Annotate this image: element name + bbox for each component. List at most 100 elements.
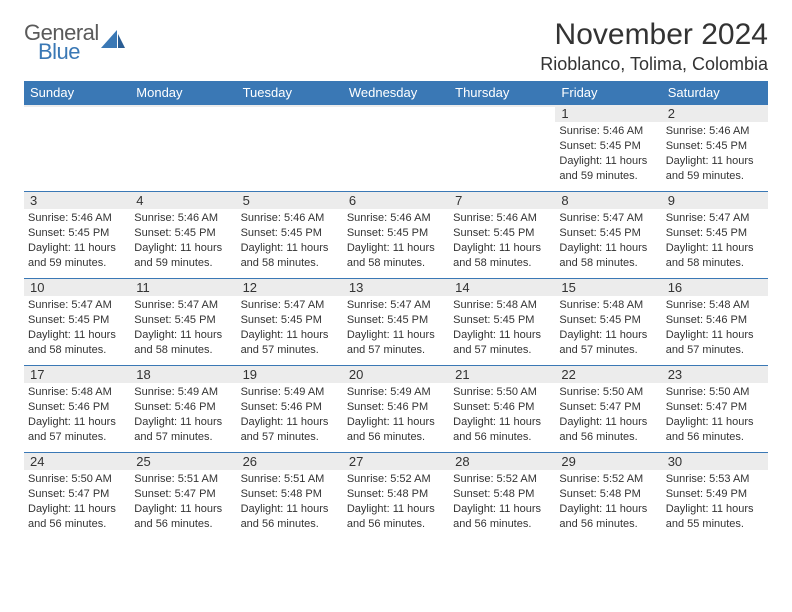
daylight-text: Daylight: 11 hours and 57 minutes.	[241, 328, 339, 358]
sunrise-text: Sunrise: 5:48 AM	[666, 298, 764, 313]
day-cell: 5Sunrise: 5:46 AMSunset: 5:45 PMDaylight…	[237, 192, 343, 278]
daylight-text: Daylight: 11 hours and 56 minutes.	[666, 415, 764, 445]
sunrise-text: Sunrise: 5:49 AM	[134, 385, 232, 400]
day-number	[343, 105, 449, 107]
day-info: Sunrise: 5:46 AMSunset: 5:45 PMDaylight:…	[666, 124, 764, 183]
calendar: Sunday Monday Tuesday Wednesday Thursday…	[24, 81, 768, 539]
sunset-text: Sunset: 5:45 PM	[666, 139, 764, 154]
day-info: Sunrise: 5:51 AMSunset: 5:48 PMDaylight:…	[241, 472, 339, 531]
day-cell	[343, 105, 449, 191]
day-info: Sunrise: 5:48 AMSunset: 5:46 PMDaylight:…	[28, 385, 126, 444]
sunset-text: Sunset: 5:45 PM	[347, 313, 445, 328]
day-cell: 6 Sunrise: 5:46 AMSunset: 5:45 PMDaylight…	[343, 192, 449, 278]
day-number: 6	[343, 192, 449, 209]
day-cell: 13Sunrise: 5:47 AMSunset: 5:45 PMDayligh…	[343, 279, 449, 365]
day-cell: 30Sunrise: 5:53 AMSunset: 5:49 PMDayligh…	[662, 453, 768, 539]
sunset-text: Sunset: 5:47 PM	[28, 487, 126, 502]
day-info: Sunrise: 5:53 AMSunset: 5:49 PMDaylight:…	[666, 472, 764, 531]
daylight-text: Daylight: 11 hours and 59 minutes.	[666, 154, 764, 184]
sunrise-text: Sunrise: 5:46 AM	[347, 211, 445, 226]
day-cell: 17Sunrise: 5:48 AMSunset: 5:46 PMDayligh…	[24, 366, 130, 452]
day-cell: 24Sunrise: 5:50 AMSunset: 5:47 PMDayligh…	[24, 453, 130, 539]
day-info: Sunrise: 5:46 AMSunset: 5:45 PMDaylight:…	[453, 211, 551, 270]
sunset-text: Sunset: 5:47 PM	[559, 400, 657, 415]
day-cell: 2Sunrise: 5:46 AMSunset: 5:45 PMDaylight…	[662, 105, 768, 191]
day-cell: 3Sunrise: 5:46 AMSunset: 5:45 PMDaylight…	[24, 192, 130, 278]
day-info: Sunrise: 5:47 AMSunset: 5:45 PMDaylight:…	[666, 211, 764, 270]
sunset-text: Sunset: 5:45 PM	[453, 313, 551, 328]
sunrise-text: Sunrise: 5:47 AM	[666, 211, 764, 226]
day-number: 26	[237, 453, 343, 470]
day-number: 25	[130, 453, 236, 470]
sunset-text: Sunset: 5:48 PM	[559, 487, 657, 502]
sunset-text: Sunset: 5:45 PM	[241, 313, 339, 328]
day-number: 9	[662, 192, 768, 209]
day-info: Sunrise: 5:47 AMSunset: 5:45 PMDaylight:…	[28, 298, 126, 357]
dow-saturday: Saturday	[662, 81, 768, 104]
sunrise-text: Sunrise: 5:52 AM	[559, 472, 657, 487]
day-cell	[24, 105, 130, 191]
day-info: Sunrise: 5:47 AMSunset: 5:45 PMDaylight:…	[347, 298, 445, 357]
day-info: Sunrise: 5:49 AMSunset: 5:46 PMDaylight:…	[134, 385, 232, 444]
sunrise-text: Sunrise: 5:46 AM	[666, 124, 764, 139]
daylight-text: Daylight: 11 hours and 57 minutes.	[28, 415, 126, 445]
header: General Blue November 2024 Rioblanco, To…	[24, 18, 768, 75]
day-number: 10	[24, 279, 130, 296]
day-cell: 12Sunrise: 5:47 AMSunset: 5:45 PMDayligh…	[237, 279, 343, 365]
dow-thursday: Thursday	[449, 81, 555, 104]
daylight-text: Daylight: 11 hours and 59 minutes.	[134, 241, 232, 271]
sunrise-text: Sunrise: 5:50 AM	[559, 385, 657, 400]
daylight-text: Daylight: 11 hours and 58 minutes.	[666, 241, 764, 271]
day-info: Sunrise: 5:47 AMSunset: 5:45 PMDaylight:…	[559, 211, 657, 270]
daylight-text: Daylight: 11 hours and 56 minutes.	[559, 502, 657, 532]
day-info: Sunrise: 5:52 AMSunset: 5:48 PMDaylight:…	[559, 472, 657, 531]
sunset-text: Sunset: 5:45 PM	[559, 313, 657, 328]
day-info: Sunrise: 5:50 AMSunset: 5:47 PMDaylight:…	[28, 472, 126, 531]
sunset-text: Sunset: 5:46 PM	[134, 400, 232, 415]
day-info: Sunrise: 5:49 AMSunset: 5:46 PMDaylight:…	[241, 385, 339, 444]
day-cell: 22Sunrise: 5:50 AMSunset: 5:47 PMDayligh…	[555, 366, 661, 452]
logo-text: General Blue	[24, 24, 99, 61]
day-cell: 10 Sunrise: 5:47 AMSunset: 5:45 PMDayligh…	[24, 279, 130, 365]
title-block: November 2024 Rioblanco, Tolima, Colombi…	[540, 18, 768, 75]
sunrise-text: Sunrise: 5:48 AM	[453, 298, 551, 313]
sunrise-text: Sunrise: 5:49 AM	[347, 385, 445, 400]
sunrise-text: Sunrise: 5:47 AM	[347, 298, 445, 313]
sunset-text: Sunset: 5:46 PM	[241, 400, 339, 415]
day-cell: 1Sunrise: 5:46 AMSunset: 5:45 PMDaylight…	[555, 105, 661, 191]
day-number	[449, 105, 555, 107]
day-number: 16	[662, 279, 768, 296]
day-cell	[130, 105, 236, 191]
day-cell: 7Sunrise: 5:46 AMSunset: 5:45 PMDaylight…	[449, 192, 555, 278]
day-number: 29	[555, 453, 661, 470]
day-info: Sunrise: 5:46 AMSunset: 5:45 PMDaylight:…	[347, 211, 445, 270]
dow-wednesday: Wednesday	[343, 81, 449, 104]
daylight-text: Daylight: 11 hours and 56 minutes.	[453, 502, 551, 532]
day-cell: 28Sunrise: 5:52 AMSunset: 5:48 PMDayligh…	[449, 453, 555, 539]
day-cell: 4Sunrise: 5:46 AMSunset: 5:45 PMDaylight…	[130, 192, 236, 278]
day-number: 22	[555, 366, 661, 383]
sunrise-text: Sunrise: 5:50 AM	[28, 472, 126, 487]
day-cell: 16Sunrise: 5:48 AMSunset: 5:46 PMDayligh…	[662, 279, 768, 365]
weeks-container: 1Sunrise: 5:46 AMSunset: 5:45 PMDaylight…	[24, 104, 768, 539]
day-cell: 14Sunrise: 5:48 AMSunset: 5:45 PMDayligh…	[449, 279, 555, 365]
day-number: 20	[343, 366, 449, 383]
day-number: 28	[449, 453, 555, 470]
day-cell: 29 Sunrise: 5:52 AMSunset: 5:48 PMDayligh…	[555, 453, 661, 539]
day-info: Sunrise: 5:47 AMSunset: 5:45 PMDaylight:…	[241, 298, 339, 357]
day-cell: 25Sunrise: 5:51 AMSunset: 5:47 PMDayligh…	[130, 453, 236, 539]
day-cell: 15Sunrise: 5:48 AMSunset: 5:45 PMDayligh…	[555, 279, 661, 365]
daylight-text: Daylight: 11 hours and 59 minutes.	[28, 241, 126, 271]
sunset-text: Sunset: 5:48 PM	[241, 487, 339, 502]
sunrise-text: Sunrise: 5:48 AM	[559, 298, 657, 313]
sunrise-text: Sunrise: 5:52 AM	[453, 472, 551, 487]
sunset-text: Sunset: 5:46 PM	[453, 400, 551, 415]
day-cell: 23Sunrise: 5:50 AMSunset: 5:47 PMDayligh…	[662, 366, 768, 452]
daylight-text: Daylight: 11 hours and 55 minutes.	[666, 502, 764, 532]
sunset-text: Sunset: 5:45 PM	[28, 313, 126, 328]
sunrise-text: Sunrise: 5:46 AM	[241, 211, 339, 226]
day-cell: 18Sunrise: 5:49 AMSunset: 5:46 PMDayligh…	[130, 366, 236, 452]
day-number	[237, 105, 343, 107]
sunrise-text: Sunrise: 5:46 AM	[453, 211, 551, 226]
sunrise-text: Sunrise: 5:47 AM	[134, 298, 232, 313]
